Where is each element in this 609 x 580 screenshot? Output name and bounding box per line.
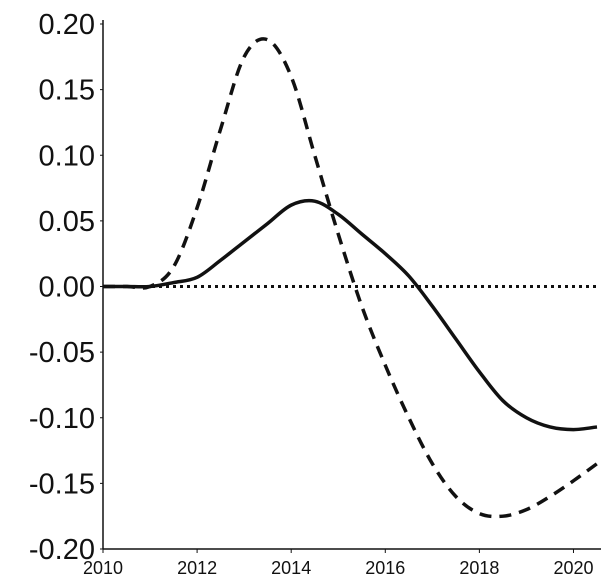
x-tick-label: 2020 (553, 558, 593, 578)
x-tick-label: 2012 (177, 558, 217, 578)
series-line-solid (102, 198, 598, 432)
x-tick-label: 2018 (459, 558, 499, 578)
y-tick-label: 0.20 (39, 9, 95, 41)
x-tick-label: 2010 (83, 558, 123, 578)
y-tick-label: 0.15 (39, 75, 95, 107)
series-line-dashed (102, 37, 599, 519)
y-tick-label: 0.10 (39, 140, 95, 172)
y-axis-tick-labels: 0.20 0.15 0.10 0.05 0.00 -0.05 -0.10 -0.15 -0.20 (29, 9, 95, 566)
x-tick-label: 2014 (271, 558, 311, 578)
x-tick-label: 2016 (365, 558, 405, 578)
y-tick-label: -0.20 (29, 534, 95, 566)
y-tick-label: -0.15 (29, 468, 95, 500)
axes (100, 20, 601, 553)
y-tick-label: 0.05 (39, 206, 95, 238)
y-tick-label: -0.05 (29, 337, 95, 369)
series-lines (102, 37, 599, 519)
y-tick-label: 0.00 (39, 272, 95, 304)
y-tick-label: -0.10 (29, 403, 95, 435)
x-axis-tick-labels: 2010 2012 2014 2016 2018 2020 (83, 558, 594, 578)
